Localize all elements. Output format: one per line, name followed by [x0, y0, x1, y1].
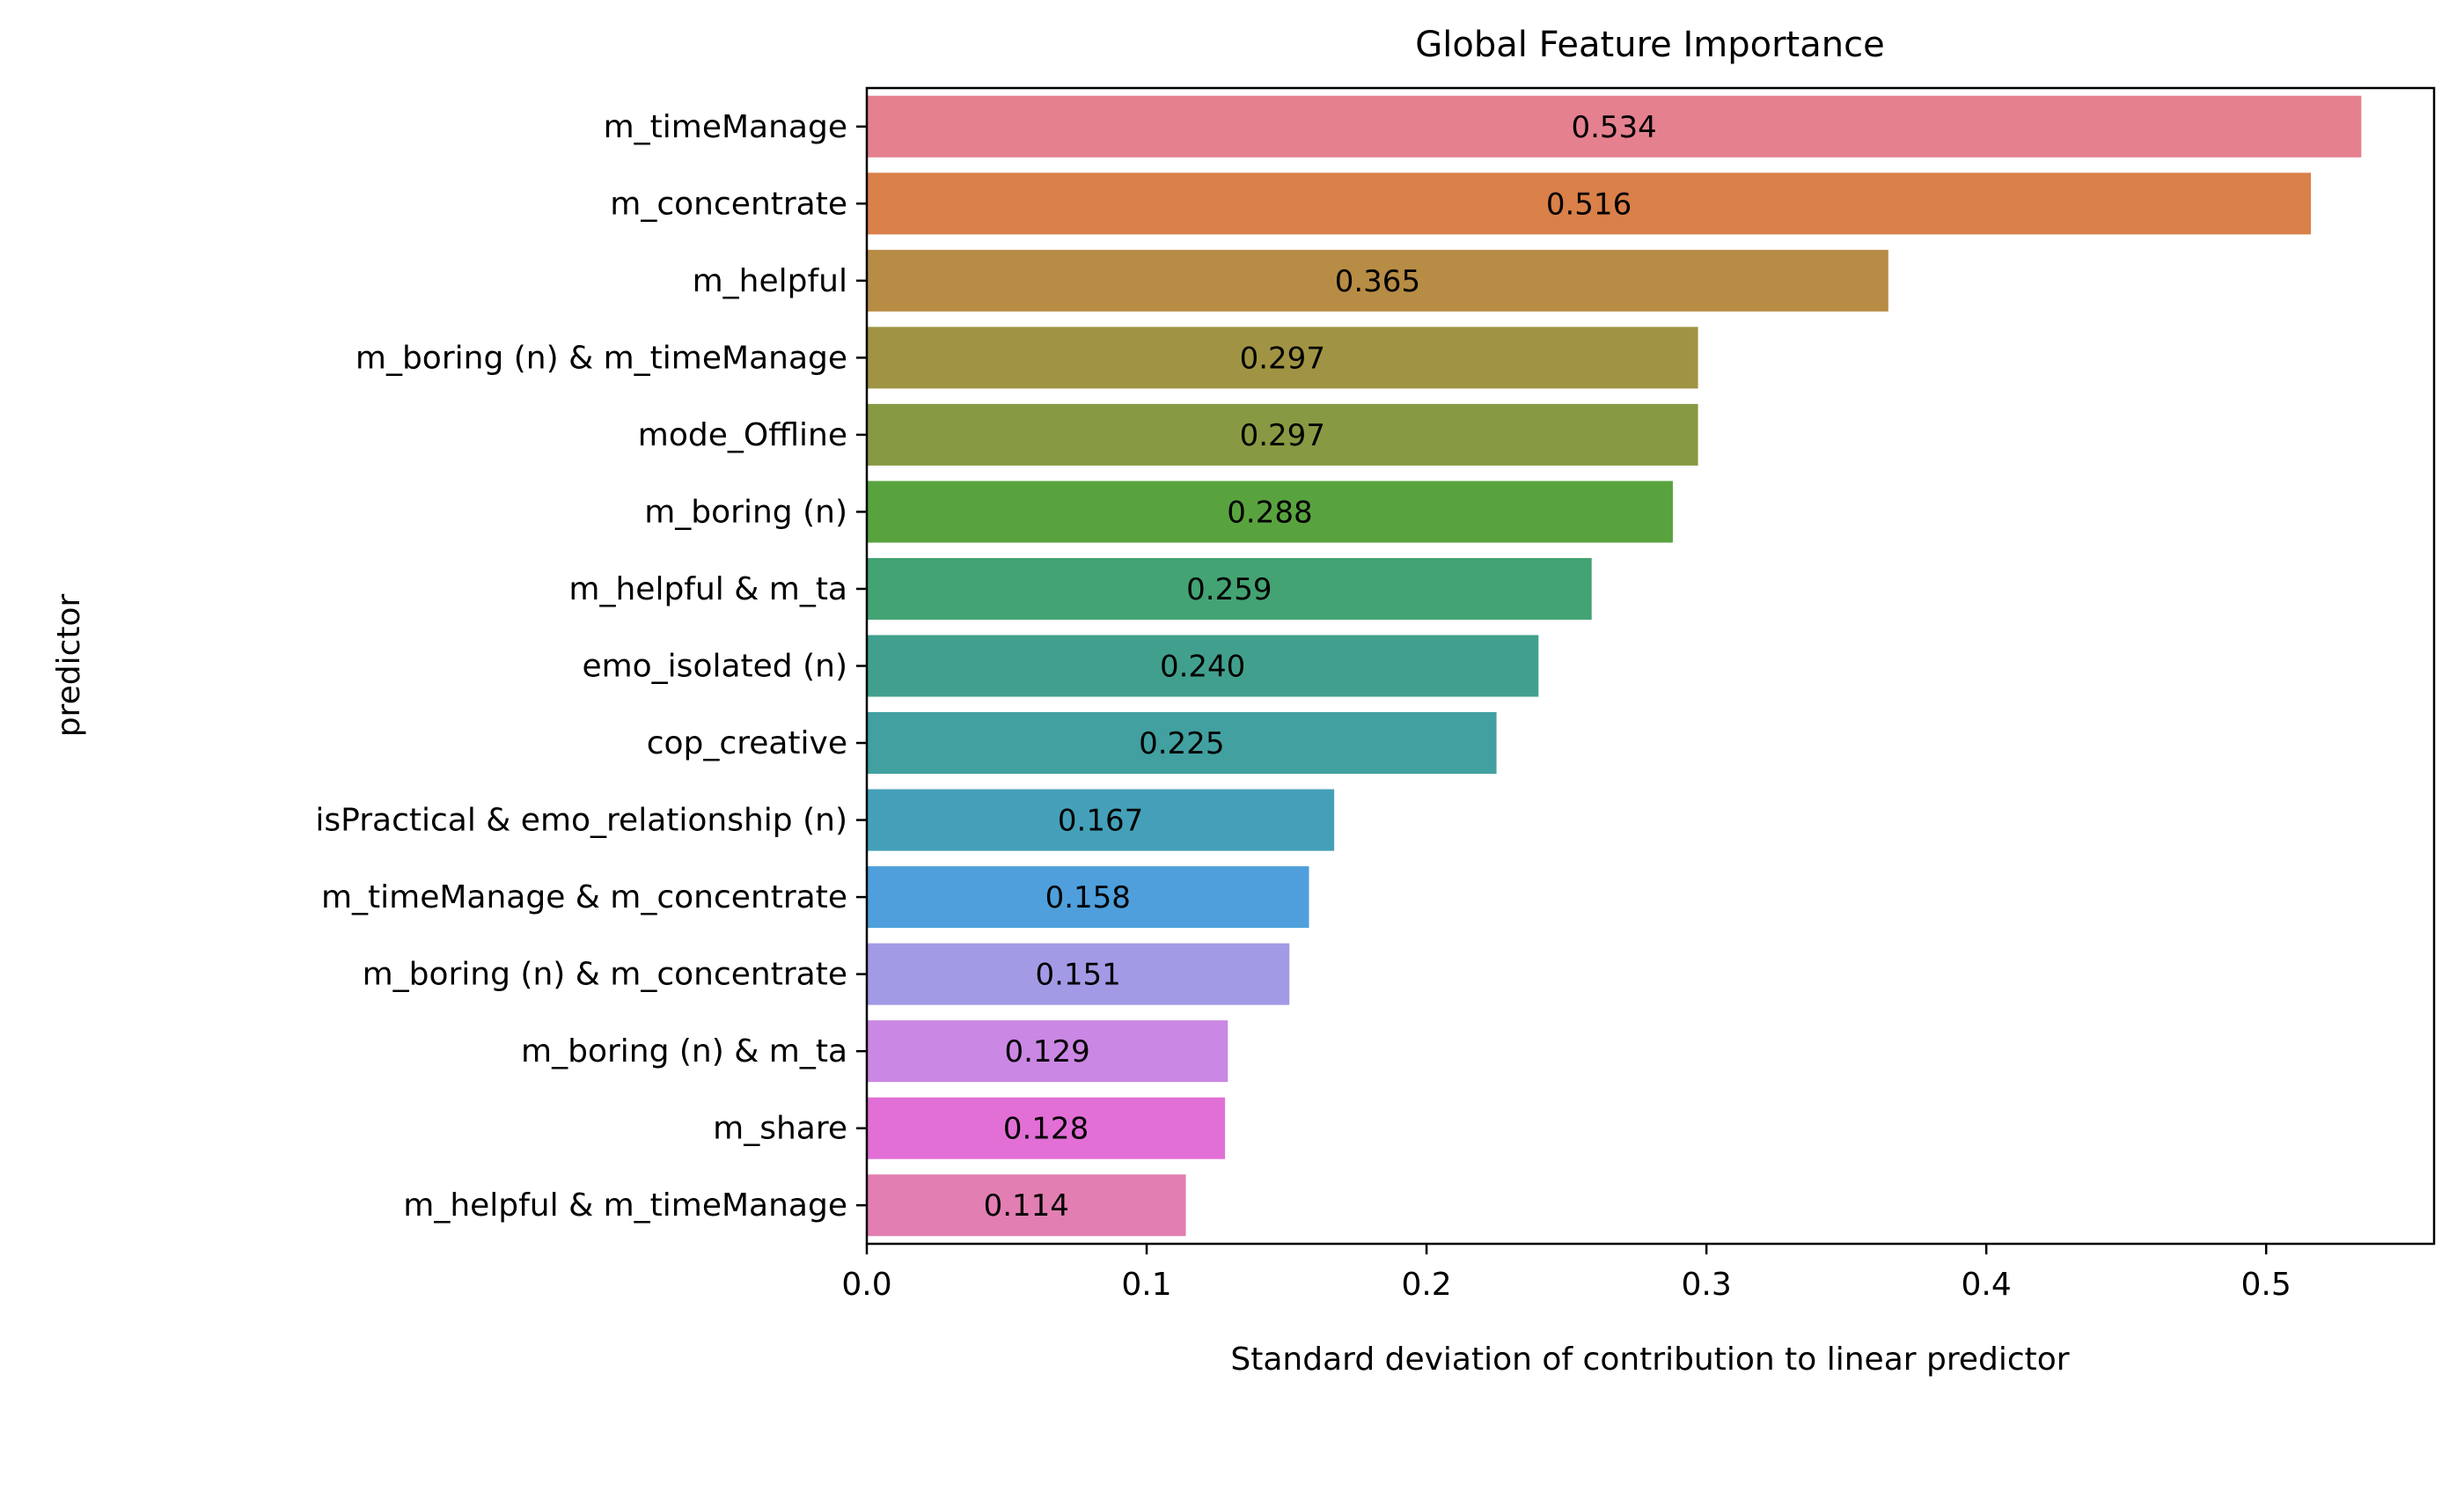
- bar-value-label: 0.128: [1003, 1112, 1089, 1147]
- y-tick-label: m_helpful & m_timeManage: [403, 1187, 847, 1224]
- chart-title: Global Feature Importance: [1415, 25, 1884, 65]
- y-tick-label: m_timeManage & m_concentrate: [321, 879, 847, 915]
- bar: [867, 557, 1592, 620]
- bar-value-label: 0.114: [984, 1188, 1069, 1224]
- bar-value-label: 0.158: [1045, 880, 1131, 915]
- bar-value-label: 0.297: [1240, 341, 1325, 376]
- bar-value-label: 0.151: [1035, 958, 1120, 993]
- y-tick-label: m_boring (n): [644, 494, 847, 530]
- y-tick-label: m_helpful & m_ta: [568, 571, 847, 607]
- bar: [867, 1020, 1228, 1083]
- bar: [867, 712, 1497, 775]
- y-axis-label: predictor: [51, 594, 87, 738]
- bar-value-label: 0.516: [1546, 187, 1632, 222]
- bar-value-label: 0.365: [1335, 264, 1420, 299]
- y-tick-label: m_helpful: [693, 263, 847, 299]
- bar-value-label: 0.297: [1240, 418, 1325, 453]
- y-tick-label: mode_Offline: [638, 417, 847, 453]
- x-tick-label: 0.5: [2241, 1267, 2292, 1303]
- x-tick-label: 0.1: [1121, 1267, 1171, 1303]
- y-tick-label: m_boring (n) & m_timeManage: [356, 340, 847, 376]
- y-tick-label: m_boring (n) & m_ta: [521, 1033, 847, 1070]
- x-tick-label: 0.3: [1681, 1267, 1731, 1303]
- bar: [867, 789, 1335, 851]
- bar: [867, 866, 1309, 929]
- bar: [867, 403, 1698, 466]
- bar: [867, 481, 1673, 543]
- y-tick-label: cop_creative: [647, 725, 847, 761]
- bar-value-label: 0.240: [1160, 650, 1245, 685]
- y-tick-label: isPractical & emo_relationship (n): [315, 803, 847, 839]
- y-tick-label: m_concentrate: [610, 186, 847, 222]
- y-tick-label: emo_isolated (n): [582, 649, 847, 685]
- bar: [867, 1097, 1226, 1159]
- bar-value-label: 0.288: [1227, 495, 1312, 530]
- x-tick-label: 0.4: [1962, 1267, 2012, 1303]
- bar: [867, 1174, 1186, 1237]
- y-tick-label: m_timeManage: [604, 109, 847, 145]
- bar: [867, 943, 1290, 1005]
- bar-value-label: 0.167: [1058, 804, 1143, 839]
- bar: [867, 249, 1888, 312]
- y-tick-label: m_share: [713, 1111, 847, 1147]
- bar: [867, 95, 2362, 158]
- bar-value-label: 0.534: [1571, 110, 1656, 145]
- bar: [867, 327, 1698, 389]
- bar-value-label: 0.129: [1004, 1034, 1089, 1070]
- x-axis-label: Standard deviation of contribution to li…: [1230, 1342, 2069, 1378]
- bar-value-label: 0.259: [1186, 572, 1272, 607]
- bar: [867, 173, 2312, 235]
- bar: [867, 635, 1539, 697]
- bar-value-label: 0.225: [1139, 726, 1224, 761]
- y-tick-label: m_boring (n) & m_concentrate: [363, 957, 847, 993]
- x-tick-label: 0.2: [1401, 1267, 1451, 1303]
- x-tick-label: 0.0: [841, 1267, 891, 1303]
- plot-frame: [865, 86, 2436, 1246]
